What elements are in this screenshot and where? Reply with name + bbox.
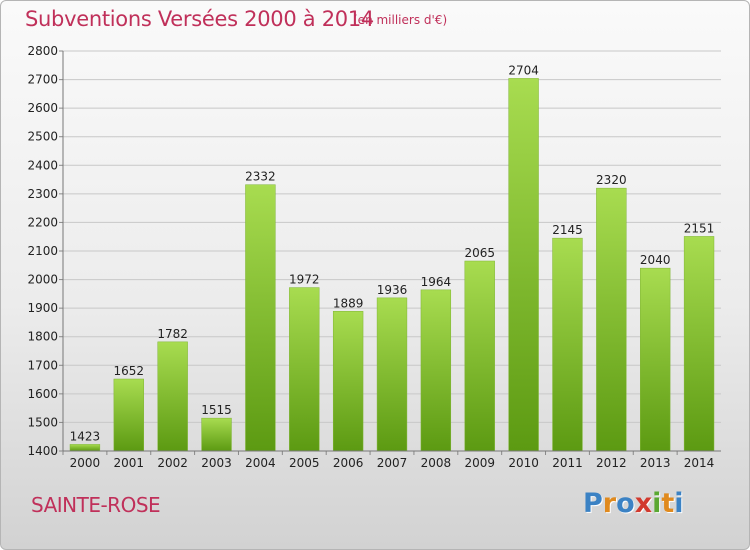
- bar: [113, 378, 144, 452]
- logo-letter: t: [661, 488, 675, 519]
- y-tick-label: 2400: [27, 158, 58, 172]
- logo-letter: r: [602, 488, 617, 519]
- data-label: 1652: [114, 364, 145, 378]
- data-label: 2040: [640, 253, 671, 267]
- y-tick-label: 2000: [27, 273, 58, 287]
- logo-letter: P: [583, 488, 603, 519]
- y-tick-label: 1700: [27, 358, 58, 372]
- y-tick-label: 2200: [27, 215, 58, 229]
- data-label: 1889: [333, 296, 364, 310]
- bar: [69, 444, 101, 452]
- x-tick-label: 2006: [333, 456, 364, 470]
- data-label: 1423: [70, 429, 101, 443]
- bar: [332, 311, 364, 452]
- data-labels: 1423 1652 1782 1515 2332 1972 1889 1936 1964 2065…: [70, 63, 715, 443]
- data-label: 1972: [289, 273, 320, 287]
- y-tick-label: 2800: [27, 44, 58, 58]
- y-axis-ticks: 1400 1500 1600 1700 1800 1900 2000 2100 2200 2300…: [27, 44, 58, 458]
- data-label: 2320: [596, 173, 627, 187]
- bar: [157, 341, 188, 452]
- bar: [289, 287, 320, 452]
- x-tick-label: 2012: [596, 456, 627, 470]
- y-tick-label: 1800: [27, 330, 58, 344]
- bar: [552, 237, 583, 452]
- y-tick-label: 1900: [27, 301, 58, 315]
- proxiti-logo: Proxiti: [583, 488, 684, 519]
- data-label: 1515: [201, 403, 232, 417]
- x-tick-label: 2004: [245, 456, 276, 470]
- bar: [420, 289, 452, 452]
- data-label: 1782: [157, 327, 188, 341]
- bar: [245, 184, 276, 452]
- data-label: 1936: [377, 283, 408, 297]
- y-tick-label: 1600: [27, 387, 58, 401]
- bar: [596, 187, 627, 452]
- chart-title: Subventions Versées 2000 à 2014: [25, 7, 374, 31]
- bar: [683, 236, 715, 452]
- y-tick-label: 2100: [27, 244, 58, 258]
- logo-letter: i: [652, 488, 662, 519]
- y-tick-label: 1400: [27, 444, 58, 458]
- x-tick-label: 2009: [464, 456, 495, 470]
- bar: [201, 417, 232, 452]
- x-tick-label: 2002: [157, 456, 188, 470]
- data-label: 2145: [552, 223, 583, 237]
- logo-letter: o: [616, 488, 635, 519]
- x-tick-label: 2001: [114, 456, 145, 470]
- x-tick-label: 2014: [684, 456, 715, 470]
- data-label: 2065: [464, 246, 495, 260]
- data-label: 2704: [508, 63, 539, 77]
- axes: [62, 51, 721, 452]
- x-tick-label: 2000: [70, 456, 101, 470]
- x-tick-label: 2003: [201, 456, 232, 470]
- y-tick-label: 2500: [27, 130, 58, 144]
- y-tick-label: 1500: [27, 415, 58, 429]
- x-tick-label: 2010: [508, 456, 539, 470]
- bar: [464, 260, 495, 452]
- x-tick-label: 2005: [289, 456, 320, 470]
- data-label: 2151: [684, 221, 715, 235]
- y-tick-label: 2600: [27, 101, 58, 115]
- x-tick-label: 2008: [421, 456, 452, 470]
- y-tick-label: 2700: [27, 73, 58, 87]
- x-tick-label: 2013: [640, 456, 671, 470]
- bar: [508, 78, 539, 452]
- bar: [640, 267, 671, 452]
- chart-unit: (en milliers d'€): [353, 13, 448, 27]
- logo-letter: x: [634, 488, 653, 519]
- y-tick-label: 2300: [27, 187, 58, 201]
- x-tick-label: 2011: [552, 456, 583, 470]
- logo-letter: i: [674, 488, 684, 519]
- x-tick-label: 2007: [377, 456, 408, 470]
- place-name: SAINTE-ROSE: [31, 493, 161, 517]
- data-label: 2332: [245, 170, 276, 184]
- bar: [376, 297, 408, 452]
- bars: [69, 78, 715, 452]
- x-axis-ticks: 2000 2001 2002 2003 2004 2005 2006 2007 2008 2009…: [62, 451, 715, 470]
- data-label: 1964: [421, 275, 452, 289]
